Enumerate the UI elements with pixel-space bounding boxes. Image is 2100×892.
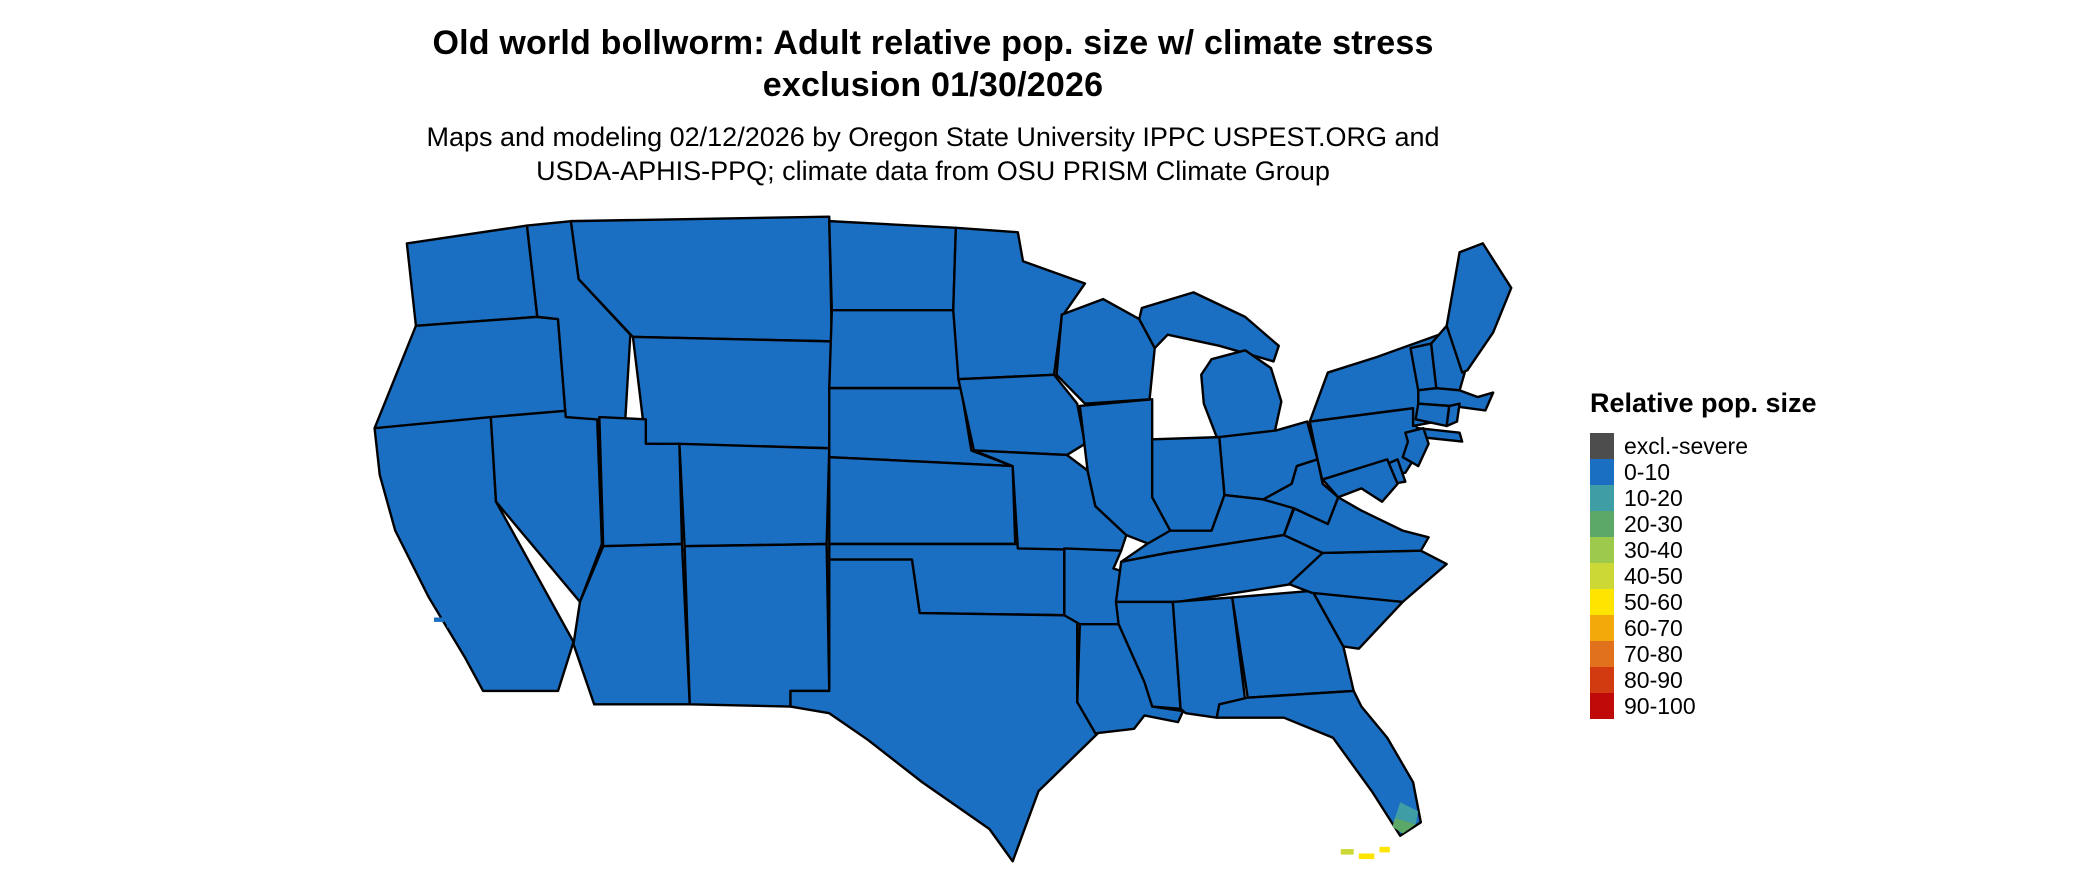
state-iowa <box>958 375 1085 455</box>
legend-item-label: excl.-severe <box>1624 432 1748 459</box>
state-texas <box>791 560 1098 862</box>
florida-tip-patch <box>1392 817 1416 834</box>
us-map <box>310 210 1550 878</box>
legend-item-label: 10-20 <box>1624 484 1683 511</box>
legend-item: 30-40 <box>1590 537 1890 563</box>
legend-item: 40-50 <box>1590 563 1890 589</box>
state-washington <box>407 226 537 326</box>
legend-swatch-20-30 <box>1590 511 1614 537</box>
legend-item-label: 40-50 <box>1624 562 1683 589</box>
legend-item-label: 70-80 <box>1624 640 1683 667</box>
state-rhode-island <box>1447 404 1460 426</box>
keys-west-patch <box>1340 849 1354 855</box>
legend-swatch-50-60 <box>1590 589 1614 615</box>
state-louisiana <box>1077 624 1183 733</box>
state-florida <box>1217 691 1421 836</box>
legend-item-label: 50-60 <box>1624 588 1683 615</box>
legend-item-label: 30-40 <box>1624 536 1683 563</box>
legend-item: 90-100 <box>1590 693 1890 719</box>
legend-item-label: 80-90 <box>1624 666 1683 693</box>
legend-swatch-60-70 <box>1590 615 1614 641</box>
state-new-hampshire <box>1431 326 1465 391</box>
header: Old world bollworm: Adult relative pop. … <box>0 22 1866 188</box>
florida-hotspot-layer <box>1340 802 1419 860</box>
legend-swatch-90-100 <box>1590 693 1614 719</box>
channel-islands-icon <box>446 624 455 628</box>
legend-swatch-30-40 <box>1590 537 1614 563</box>
legend-item: 20-30 <box>1590 511 1890 537</box>
south-florida-patch <box>1395 802 1419 825</box>
legend-item: excl.-severe <box>1590 433 1890 459</box>
islands-layer <box>434 617 455 628</box>
map-subtitle: Maps and modeling 02/12/2026 by Oregon S… <box>0 120 1866 188</box>
legend-swatch-excl-severe <box>1590 433 1614 459</box>
state-oregon <box>375 317 566 428</box>
state-michigan-lower <box>1201 350 1281 444</box>
map-subtitle-line2: USDA-APHIS-PPQ; climate data from OSU PR… <box>536 156 1330 186</box>
map-title-line2: exclusion 01/30/2026 <box>762 66 1104 104</box>
state-new-jersey <box>1403 428 1429 466</box>
states-layer <box>375 217 1512 862</box>
legend-item: 10-20 <box>1590 485 1890 511</box>
legend-title: Relative pop. size <box>1590 388 1817 418</box>
state-maryland <box>1323 459 1398 501</box>
state-michigan-upper <box>1139 292 1279 361</box>
florida-keys-patch <box>1358 853 1375 860</box>
state-kansas <box>829 457 1015 544</box>
map-title-line1: Old world bollworm: Adult relative pop. … <box>432 24 1434 62</box>
legend-item-label: 0-10 <box>1624 458 1671 485</box>
state-indiana <box>1152 437 1224 531</box>
state-west-virginia <box>1263 459 1338 524</box>
legend: Relative pop. size excl.-severe 0-10 10-… <box>1590 388 1890 719</box>
state-north-dakota <box>829 221 956 310</box>
legend-item: 80-90 <box>1590 667 1890 693</box>
state-maine <box>1447 243 1512 372</box>
legend-swatch-40-50 <box>1590 563 1614 589</box>
state-wisconsin <box>1057 299 1155 404</box>
legend-swatch-70-80 <box>1590 641 1614 667</box>
florida-keys-patch <box>1379 846 1390 853</box>
state-colorado <box>679 444 829 546</box>
map-subtitle-line1: Maps and modeling 02/12/2026 by Oregon S… <box>426 122 1440 152</box>
state-wyoming <box>633 337 832 448</box>
map-title: Old world bollworm: Adult relative pop. … <box>0 22 1866 106</box>
legend-item: 60-70 <box>1590 615 1890 641</box>
legend-item: 50-60 <box>1590 589 1890 615</box>
legend-item: 70-80 <box>1590 641 1890 667</box>
legend-item-label: 90-100 <box>1624 692 1696 719</box>
legend-item-label: 60-70 <box>1624 614 1683 641</box>
channel-islands-icon <box>434 617 445 622</box>
state-georgia <box>1232 591 1353 698</box>
legend-item: 0-10 <box>1590 459 1890 485</box>
state-south-dakota <box>829 310 961 388</box>
state-new-mexico <box>685 544 830 707</box>
legend-swatch-10-20 <box>1590 485 1614 511</box>
legend-swatch-0-10 <box>1590 459 1614 485</box>
legend-swatch-80-90 <box>1590 667 1614 693</box>
state-arizona <box>574 544 690 704</box>
legend-item-label: 20-30 <box>1624 510 1683 537</box>
